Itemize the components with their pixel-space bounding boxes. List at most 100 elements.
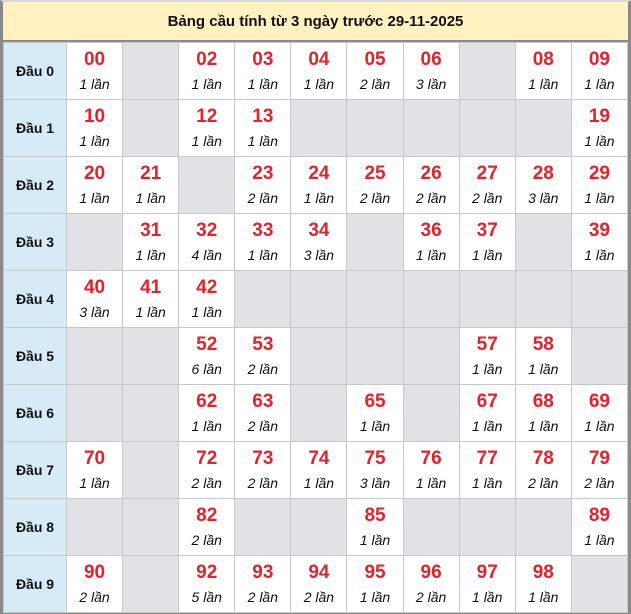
- occurrence-count: 1 lần: [584, 531, 615, 548]
- table-row: Đầu 8 82 2 lần 85 1 lần 89 1 lần: [3, 498, 629, 556]
- occurrence-count: 2 lần: [247, 417, 278, 434]
- lottery-number: 67: [476, 390, 498, 412]
- empty-cell: [346, 213, 404, 271]
- occurrence-count: 1 lần: [472, 417, 503, 434]
- number-cell: 94 2 lần: [290, 555, 348, 613]
- number-cell: 52 6 lần: [178, 327, 236, 385]
- lottery-number: 31: [140, 219, 162, 241]
- lottery-number: 89: [588, 504, 610, 526]
- number-cell: 74 1 lần: [290, 441, 348, 499]
- number-cell: 96 2 lần: [402, 555, 460, 613]
- number-cell: 67 1 lần: [458, 384, 516, 442]
- occurrence-count: 6 lần: [191, 360, 222, 377]
- empty-cell: [514, 99, 572, 157]
- lottery-number: 28: [532, 162, 554, 184]
- occurrence-count: 1 lần: [303, 474, 335, 491]
- occurrence-count: 1 lần: [584, 417, 615, 434]
- occurrence-count: 1 lần: [359, 588, 391, 605]
- empty-cell: [402, 270, 460, 328]
- number-cell: 36 1 lần: [402, 213, 460, 271]
- number-cell: 25 2 lần: [346, 156, 404, 214]
- number-cell: 69 1 lần: [570, 384, 629, 442]
- lottery-number: 34: [308, 219, 330, 241]
- lottery-number: 42: [196, 276, 218, 298]
- number-cell: 79 2 lần: [570, 441, 629, 499]
- occurrence-count: 1 lần: [528, 75, 559, 92]
- lottery-number: 02: [196, 48, 218, 70]
- frequency-table: Đầu 0 00 1 lần 02 1 lần 03 1 lần 04 1 lần 05 2 lần…: [3, 42, 629, 613]
- occurrence-count: 1 lần: [79, 75, 110, 92]
- occurrence-count: 1 lần: [135, 303, 166, 320]
- empty-cell: [65, 327, 124, 385]
- lottery-number: 90: [83, 561, 106, 583]
- empty-cell: [346, 327, 404, 385]
- empty-cell: [122, 441, 180, 499]
- empty-cell: [458, 99, 516, 157]
- occurrence-count: 2 lần: [359, 75, 391, 92]
- number-cell: 75 3 lần: [346, 441, 404, 499]
- empty-cell: [346, 270, 404, 328]
- empty-cell: [346, 99, 404, 157]
- lottery-number: 79: [588, 447, 610, 469]
- number-cell: 08 1 lần: [514, 42, 572, 100]
- occurrence-count: 1 lần: [528, 360, 559, 377]
- number-cell: 19 1 lần: [570, 99, 629, 157]
- empty-cell: [570, 555, 629, 613]
- number-cell: 32 4 lần: [178, 213, 236, 271]
- number-cell: 68 1 lần: [514, 384, 572, 442]
- empty-cell: [65, 498, 124, 556]
- lottery-number: 09: [588, 48, 610, 70]
- occurrence-count: 1 lần: [584, 75, 615, 92]
- empty-cell: [178, 156, 236, 214]
- number-cell: 34 3 lần: [290, 213, 348, 271]
- occurrence-count: 2 lần: [247, 474, 278, 491]
- empty-cell: [122, 384, 180, 442]
- occurrence-count: 1 lần: [191, 132, 222, 149]
- occurrence-count: 3 lần: [79, 303, 110, 320]
- occurrence-count: 2 lần: [303, 588, 335, 605]
- number-cell: 03 1 lần: [234, 42, 292, 100]
- empty-cell: [570, 327, 629, 385]
- occurrence-count: 3 lần: [415, 75, 447, 92]
- occurrence-count: 1 lần: [135, 246, 166, 263]
- lottery-number: 41: [140, 276, 162, 298]
- number-cell: 13 1 lần: [234, 99, 292, 157]
- empty-cell: [514, 213, 572, 271]
- number-cell: 40 3 lần: [65, 270, 124, 328]
- number-cell: 65 1 lần: [346, 384, 404, 442]
- table-row: Đầu 5 52 6 lần 53 2 lần 57 1 lần 58 1 lần: [3, 327, 629, 385]
- table-row: Đầu 0 00 1 lần 02 1 lần 03 1 lần 04 1 lần 05 2 lần…: [3, 42, 629, 100]
- lottery-number: 33: [252, 219, 274, 241]
- number-cell: 24 1 lần: [290, 156, 348, 214]
- number-cell: 21 1 lần: [122, 156, 180, 214]
- lottery-number: 96: [420, 561, 442, 583]
- occurrence-count: 1 lần: [528, 417, 559, 434]
- number-cell: 06 3 lần: [402, 42, 460, 100]
- empty-cell: [290, 327, 348, 385]
- empty-cell: [234, 498, 292, 556]
- number-cell: 05 2 lần: [346, 42, 404, 100]
- lottery-number: 95: [364, 561, 386, 583]
- number-cell: 53 2 lần: [234, 327, 292, 385]
- lottery-number: 93: [252, 561, 274, 583]
- number-cell: 92 5 lần: [178, 555, 236, 613]
- empty-cell: [122, 327, 180, 385]
- lottery-number: 85: [364, 504, 386, 526]
- lottery-number: 27: [476, 162, 498, 184]
- number-cell: 70 1 lần: [65, 441, 124, 499]
- lottery-number: 24: [308, 162, 330, 184]
- number-cell: 41 1 lần: [122, 270, 180, 328]
- occurrence-count: 1 lần: [415, 246, 447, 263]
- occurrence-count: 1 lần: [79, 474, 110, 491]
- lottery-number: 39: [588, 219, 610, 241]
- empty-cell: [290, 384, 348, 442]
- occurrence-count: 1 lần: [79, 189, 110, 206]
- lottery-number: 19: [588, 105, 610, 127]
- empty-cell: [234, 270, 292, 328]
- empty-cell: [514, 498, 572, 556]
- table-row: Đầu 6 62 1 lần 63 2 lần 65 1 lần 67 1 lần 68 1 lần…: [3, 384, 629, 442]
- number-cell: 10 1 lần: [65, 99, 124, 157]
- lottery-number: 00: [83, 48, 106, 70]
- number-cell: 62 1 lần: [178, 384, 236, 442]
- occurrence-count: 1 lần: [191, 75, 222, 92]
